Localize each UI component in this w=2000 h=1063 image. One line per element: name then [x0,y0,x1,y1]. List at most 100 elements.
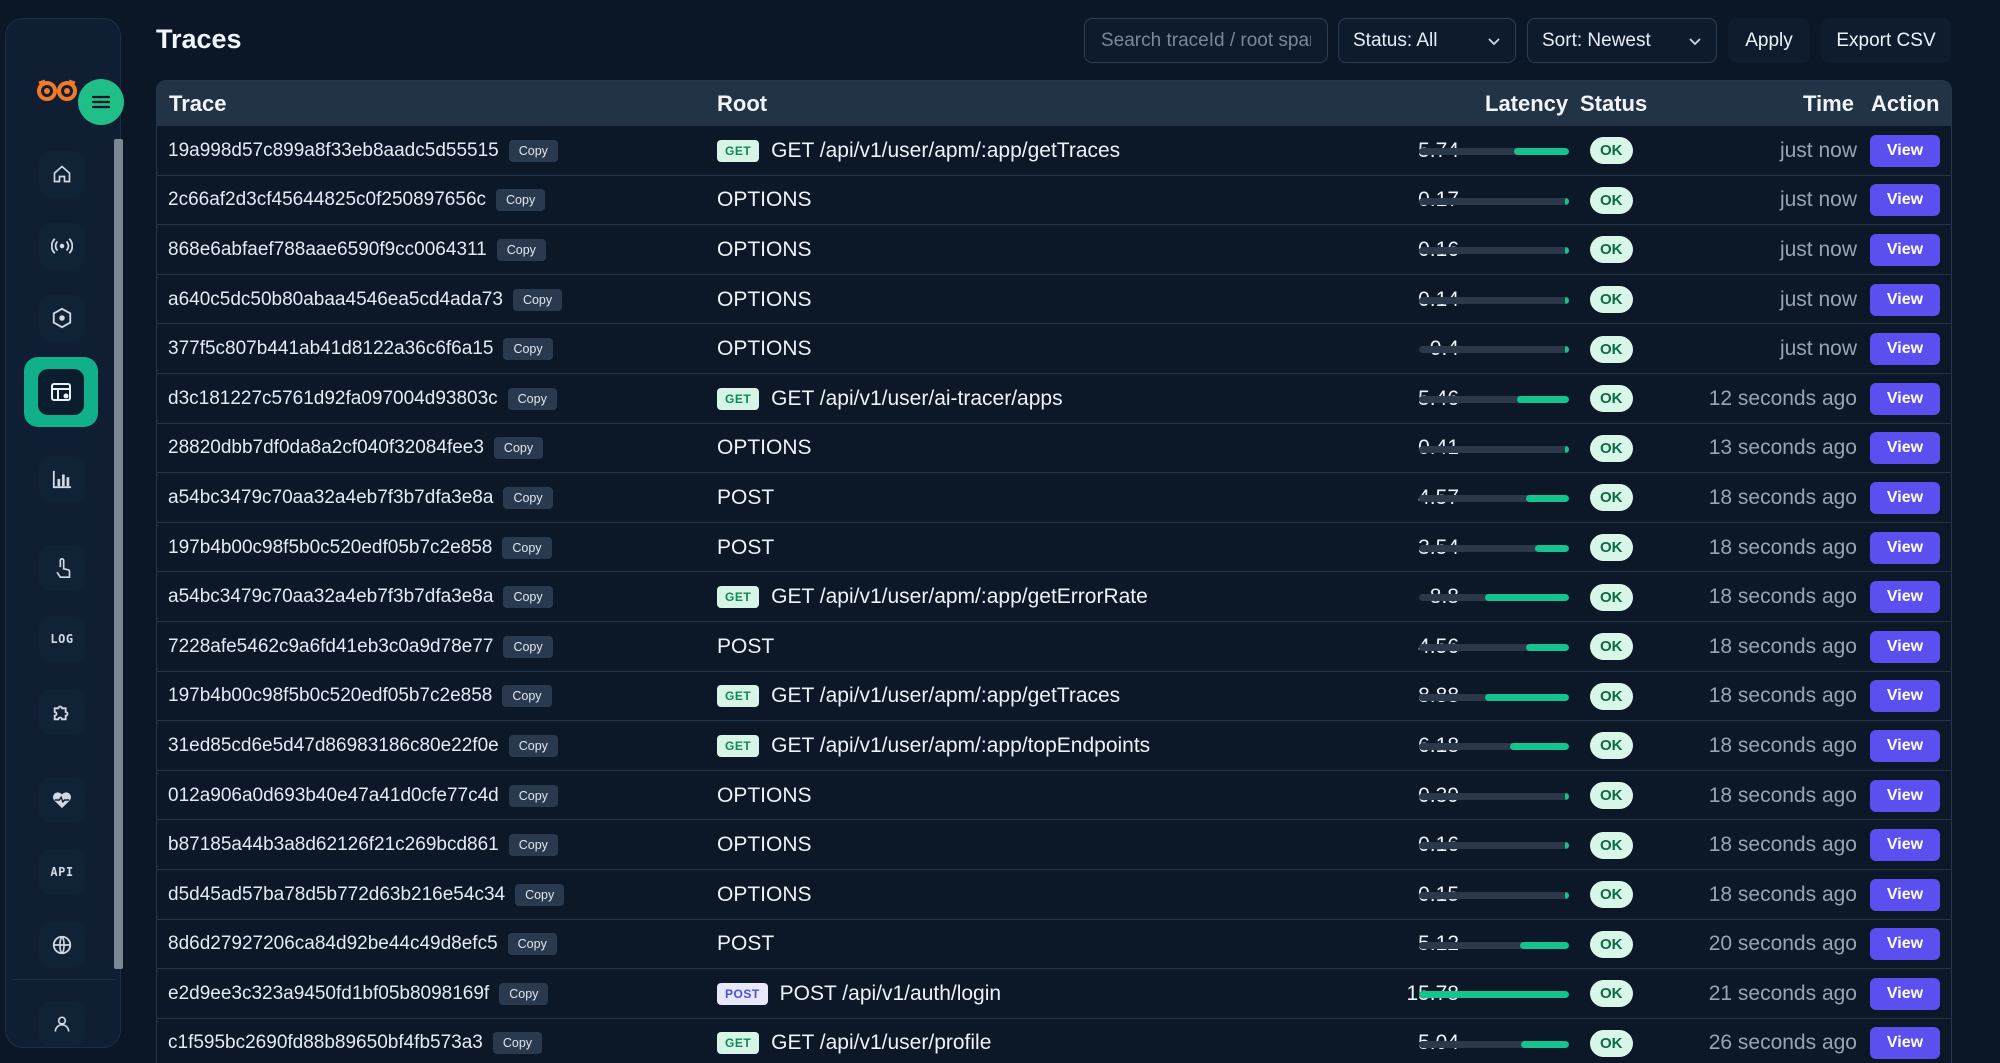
trace-id[interactable]: 377f5c807b441ab41d8122a36c6f6a15 [168,338,494,360]
sidebar-scrollbar[interactable] [114,139,123,969]
latency-bar [1419,247,1569,255]
nav-profile[interactable] [39,1001,85,1047]
copy-button[interactable]: Copy [508,834,558,857]
copy-button[interactable]: Copy [507,387,557,410]
apply-button[interactable]: Apply [1728,18,1810,63]
view-button[interactable]: View [1870,928,1940,961]
view-button[interactable]: View [1870,432,1940,465]
status-filter-select[interactable]: Status: All [1338,18,1516,63]
method-badge: GET [717,1032,760,1055]
trace-id[interactable]: a54bc3479c70aa32a4eb7f3b7dfa3e8a [168,486,494,508]
trace-id[interactable]: 19a998d57c899a8f33eb8aadc5d55515 [168,139,499,161]
view-button[interactable]: View [1870,829,1940,862]
view-button[interactable]: View [1870,382,1940,415]
copy-button[interactable]: Copy [512,288,563,311]
trace-id[interactable]: 197b4b00c98f5b0c520edf05b7c2e858 [168,536,493,558]
trace-id[interactable]: 8d6d27927206ca84d92be44c49d8efc5 [168,933,498,955]
nav-broadcast[interactable] [39,223,85,269]
export-csv-button[interactable]: Export CSV [1821,18,1951,63]
copy-button[interactable]: Copy [499,982,549,1005]
view-button[interactable]: View [1870,1027,1940,1060]
nav-metrics[interactable] [39,456,85,502]
view-button[interactable]: View [1870,531,1940,564]
sort-select[interactable]: Sort: Newest [1527,18,1717,63]
copy-button[interactable]: Copy [503,635,553,658]
action-cell: View [1870,969,1940,1019]
trace-id[interactable]: 012a906a0d693b40e47a41d0cfe77c4d [168,784,499,806]
copy-button[interactable]: Copy [503,586,553,609]
column-header-status[interactable]: Status [1580,91,1648,116]
column-header-action[interactable]: Action [1871,91,1940,116]
action-cell: View [1870,324,1940,374]
copy-button[interactable]: Copy [492,1032,543,1055]
view-button[interactable]: View [1870,481,1940,514]
trace-id[interactable]: c1f595bc2690fd88b89650bf4fb573a3 [168,1032,483,1054]
view-button[interactable]: View [1870,729,1940,762]
nav-home[interactable] [39,151,85,197]
search-input[interactable] [1084,18,1328,63]
view-button[interactable]: View [1870,233,1940,266]
nav-logs[interactable]: LOG [39,616,85,662]
copy-button[interactable]: Copy [502,536,552,559]
trace-id[interactable]: 28820dbb7df0da8a2cf040f32084fee3 [168,437,484,459]
nav-health[interactable] [39,777,85,823]
column-header-trace[interactable]: Trace [169,91,227,116]
nav-plugins[interactable] [39,689,85,735]
view-button[interactable]: View [1870,680,1940,713]
view-button[interactable]: View [1870,878,1940,911]
trace-id[interactable]: d5d45ad57ba78d5b772d63b216e54c34 [168,883,506,905]
trace-id[interactable]: b87185a44b3a8d62126f21c269bcd861 [168,834,499,856]
trace-cell: e2d9ee3c323a9450fd1bf05b8098169f Copy [168,969,549,1019]
copy-button[interactable]: Copy [502,685,552,708]
nav-cluster[interactable] [39,295,85,341]
copy-button[interactable]: Copy [503,338,553,361]
copy-button[interactable]: Copy [496,189,546,212]
menu-toggle-button[interactable] [78,79,124,125]
action-cell: View [1870,473,1940,523]
nav-sessions[interactable] [39,545,85,591]
view-button[interactable]: View [1870,134,1940,167]
copy-button[interactable]: Copy [503,486,553,509]
view-button[interactable]: View [1870,779,1940,812]
latency-bar-fill [1521,1040,1569,1048]
nav-api[interactable]: API [39,849,85,895]
root-span: POST [717,485,775,509]
trace-id[interactable]: 2c66af2d3cf45644825c0f250897656c [168,189,487,211]
view-button[interactable]: View [1870,333,1940,366]
latency-bar [1419,941,1569,949]
copy-button[interactable]: Copy [496,238,546,261]
copy-button[interactable]: Copy [508,784,558,807]
view-button[interactable]: View [1870,283,1940,316]
time-cell: just now [1779,237,1857,261]
nav-traces[interactable] [24,357,98,427]
trace-id[interactable]: a640c5dc50b80abaa4546ea5cd4ada73 [168,288,503,310]
view-button[interactable]: View [1870,977,1940,1010]
status-badge: OK [1590,186,1633,214]
trace-id[interactable]: 31ed85cd6e5d47d86983186c80e22f0e [168,734,499,756]
trace-id[interactable]: a54bc3479c70aa32a4eb7f3b7dfa3e8a [168,586,494,608]
time-cell: 18 seconds ago [1708,485,1857,509]
column-header-time[interactable]: Time [1803,91,1854,116]
trace-id[interactable]: d3c181227c5761d92fa097004d93803c [168,387,498,409]
copy-button[interactable]: Copy [493,437,544,460]
latency-bar-fill [1535,544,1569,552]
copy-button[interactable]: Copy [515,883,565,906]
view-button[interactable]: View [1870,581,1940,614]
trace-id[interactable]: 868e6abfaef788aae6590f9cc0064311 [168,238,487,260]
copy-button[interactable]: Copy [508,139,558,162]
latency-bar [1419,296,1569,304]
trace-id[interactable]: 197b4b00c98f5b0c520edf05b7c2e858 [168,685,493,707]
status-badge: OK [1590,831,1633,859]
table-row: a54bc3479c70aa32a4eb7f3b7dfa3e8a Copy GE… [157,571,1951,621]
column-header-root[interactable]: Root [717,91,768,116]
nav-global[interactable] [39,922,85,968]
traces-table: Trace Root Latency Status Time Action 19… [156,80,1952,1063]
trace-id[interactable]: 7228afe5462c9a6fd41eb3c0a9d78e77 [168,635,494,657]
view-button[interactable]: View [1870,184,1940,217]
trace-id[interactable]: e2d9ee3c323a9450fd1bf05b8098169f [168,982,490,1004]
copy-button[interactable]: Copy [507,933,557,956]
copy-button[interactable]: Copy [508,734,558,757]
column-header-latency[interactable]: Latency [1485,91,1569,116]
status-cell: OK [1590,324,1633,374]
view-button[interactable]: View [1870,630,1940,663]
